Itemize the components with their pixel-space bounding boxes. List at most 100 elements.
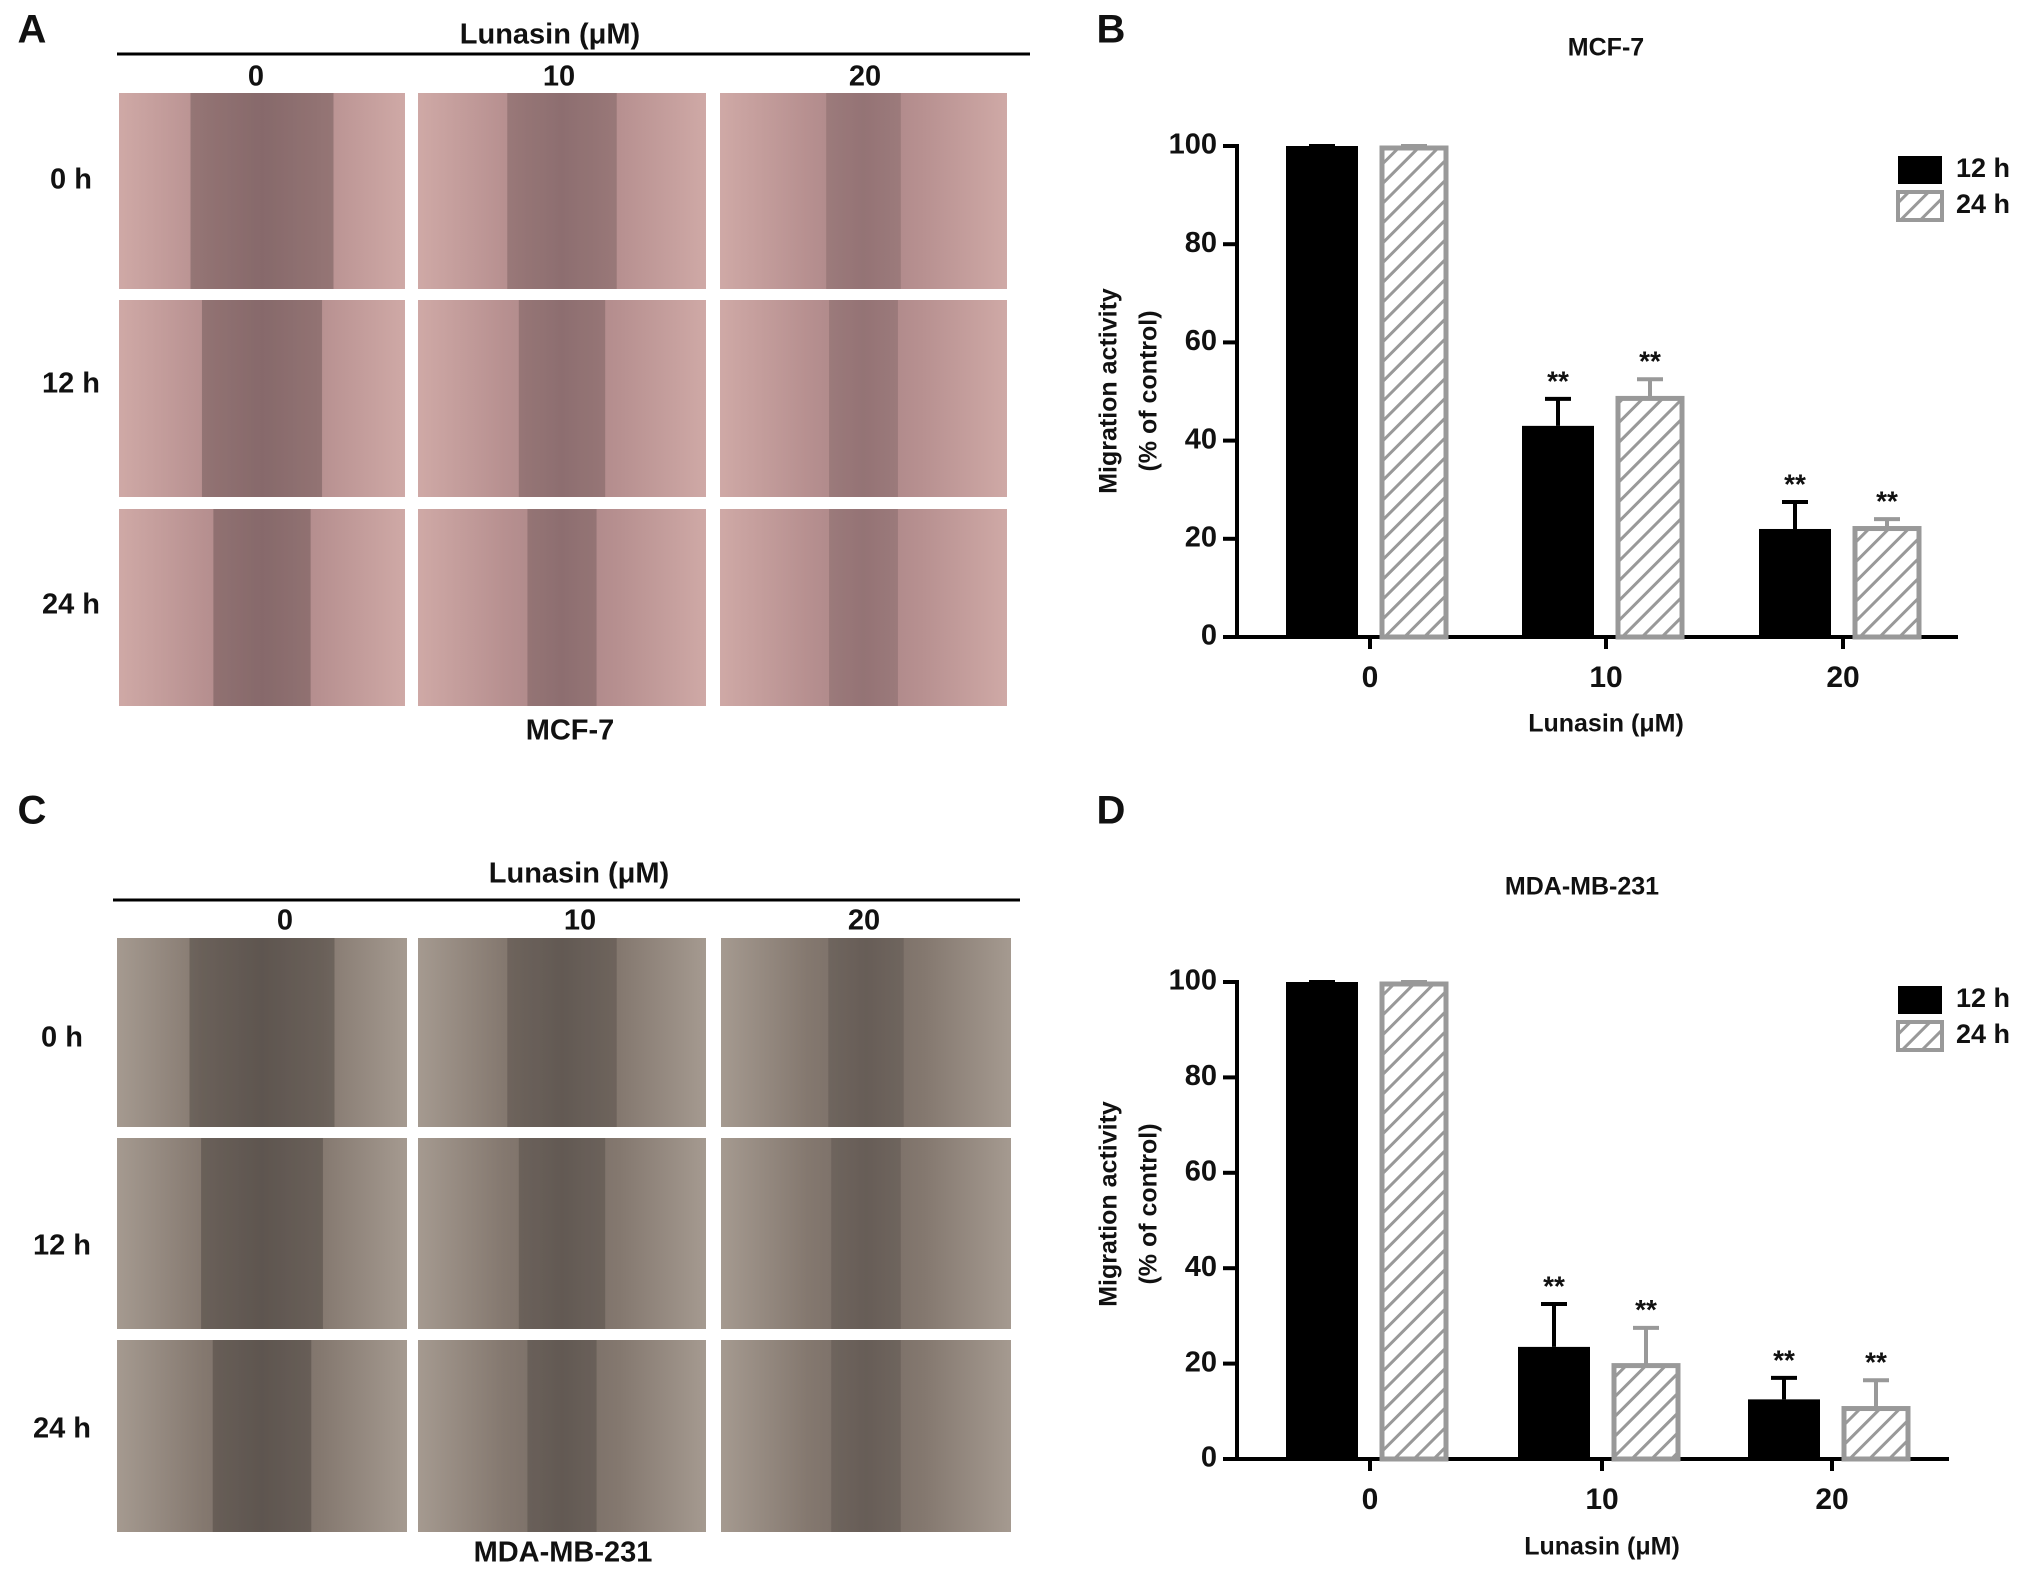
micrograph — [721, 1138, 1011, 1329]
chart-title: MCF-7 — [1568, 34, 1644, 62]
y-tick-label: 40 — [1185, 423, 1217, 455]
x-tick-label: 0 — [1362, 661, 1379, 694]
bar — [1615, 395, 1685, 640]
y-axis-label: Migration activity — [1095, 1101, 1123, 1307]
legend-label: 12 h — [1956, 153, 2010, 183]
x-tick-label: 0 — [1362, 1483, 1379, 1516]
y-tick-label: 60 — [1185, 325, 1217, 357]
x-tick-label: 20 — [1815, 1483, 1848, 1516]
x-tick-label: 10 — [1585, 1483, 1618, 1516]
micrograph — [721, 1340, 1011, 1532]
scratch-gap — [507, 938, 617, 1127]
row-label: 24 h — [33, 1413, 91, 1445]
scratch-gap — [829, 509, 898, 706]
bar — [1611, 1363, 1681, 1462]
panel-letter: A — [18, 8, 47, 52]
y-tick-label: 60 — [1185, 1155, 1217, 1187]
y-tick-label: 0 — [1201, 620, 1217, 652]
micrograph — [119, 509, 405, 706]
panel-letter: B — [1097, 8, 1126, 52]
scratch-gap — [831, 1138, 901, 1329]
row-label: 0 h — [50, 164, 92, 196]
significance-label: ** — [1865, 1347, 1887, 1378]
panel-letter: C — [18, 789, 47, 833]
legend-label: 12 h — [1956, 983, 2010, 1013]
bar — [1286, 146, 1358, 637]
legend-swatch — [1896, 190, 1944, 222]
y-tick-label: 20 — [1185, 1346, 1217, 1378]
y-axis-label: (% of control) — [1135, 310, 1163, 471]
x-tick-label: 20 — [1826, 661, 1859, 694]
legend-swatch — [1898, 986, 1942, 1014]
bar — [1518, 1346, 1590, 1459]
micrograph — [721, 938, 1011, 1127]
scratch-gap — [527, 509, 597, 706]
column-label: 10 — [543, 61, 575, 93]
legend-swatch — [1898, 156, 1942, 184]
significance-label: ** — [1543, 1270, 1565, 1301]
scratch-gap — [190, 93, 334, 289]
chart-title: MDA-MB-231 — [1505, 873, 1659, 901]
bar — [1286, 982, 1358, 1459]
micrograph — [119, 93, 405, 289]
scratch-gap — [201, 300, 323, 497]
y-tick-label: 80 — [1185, 1060, 1217, 1092]
panel-caption: MCF-7 — [526, 715, 615, 747]
error-bar — [1633, 1325, 1659, 1364]
error-bar — [1771, 1375, 1797, 1400]
error-bar — [1545, 396, 1571, 426]
column-label: 10 — [564, 905, 596, 937]
significance-label: ** — [1635, 1294, 1657, 1325]
bar — [1748, 1399, 1820, 1459]
bar — [1841, 1406, 1911, 1462]
scratch-gap — [518, 300, 606, 497]
scratch-gap — [201, 1138, 323, 1329]
x-tick-label: 10 — [1589, 661, 1622, 694]
micrograph — [418, 1340, 706, 1532]
legend-label: 24 h — [1956, 1019, 2010, 1049]
column-label: 0 — [248, 61, 264, 93]
micrograph — [119, 300, 405, 497]
column-label: 20 — [849, 61, 881, 93]
bar — [1379, 145, 1449, 640]
column-label: 20 — [848, 905, 880, 937]
legend-swatch — [1896, 1020, 1944, 1052]
x-axis-label: Lunasin (μM) — [1528, 710, 1684, 738]
y-tick-label: 0 — [1201, 1442, 1217, 1474]
panel-letter: D — [1097, 789, 1126, 833]
micrograph — [418, 509, 706, 706]
significance-label: ** — [1547, 365, 1569, 396]
significance-label: ** — [1639, 346, 1661, 377]
error-bar — [1637, 377, 1663, 397]
panel-header: Lunasin (μM) — [460, 19, 640, 51]
row-label: 12 h — [33, 1230, 91, 1262]
scratch-gap — [507, 93, 617, 289]
scratch-gap — [829, 300, 898, 497]
micrograph — [418, 300, 706, 497]
x-axis-label: Lunasin (μM) — [1524, 1533, 1680, 1561]
y-tick-label: 100 — [1169, 129, 1217, 161]
micrograph — [720, 93, 1007, 289]
bar — [1759, 528, 1831, 637]
error-bar — [1541, 1301, 1567, 1347]
error-bar — [1782, 499, 1808, 529]
row-label: 12 h — [42, 368, 100, 400]
micrograph — [117, 938, 407, 1127]
row-label: 24 h — [42, 589, 100, 621]
bar — [1379, 981, 1449, 1462]
y-tick-label: 40 — [1185, 1251, 1217, 1283]
panel-caption: MDA-MB-231 — [474, 1537, 653, 1569]
micrograph — [720, 300, 1007, 497]
scratch-gap — [826, 93, 901, 289]
y-tick-label: 100 — [1169, 965, 1217, 997]
significance-label: ** — [1784, 468, 1806, 499]
significance-label: ** — [1876, 486, 1898, 517]
micrograph — [418, 1138, 706, 1329]
y-axis-label: (% of control) — [1135, 1123, 1163, 1284]
micrograph — [720, 509, 1007, 706]
row-label: 0 h — [41, 1022, 83, 1054]
panel-header: Lunasin (μM) — [489, 858, 669, 890]
scratch-gap — [527, 1340, 597, 1532]
bar — [1852, 526, 1922, 640]
